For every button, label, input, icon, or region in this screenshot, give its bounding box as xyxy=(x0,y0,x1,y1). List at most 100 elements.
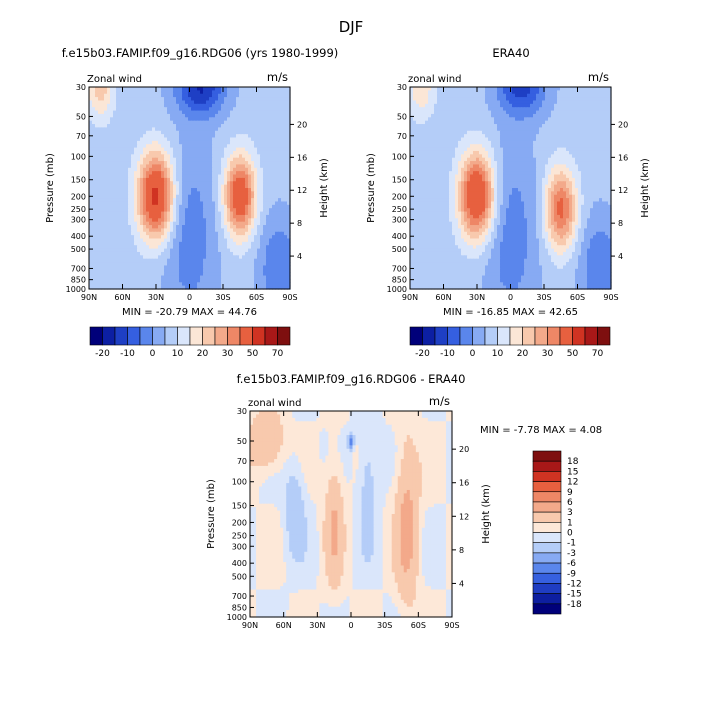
field-cell xyxy=(212,167,216,172)
field-cell xyxy=(146,154,150,159)
field-cell xyxy=(218,191,222,196)
field-cell xyxy=(203,221,207,226)
field-cell xyxy=(545,87,549,91)
field-cell xyxy=(206,184,210,189)
field-cell xyxy=(137,262,141,267)
field-cell xyxy=(254,110,258,115)
field-cell xyxy=(101,113,105,118)
field-cell xyxy=(239,137,243,142)
field-cell xyxy=(197,147,201,152)
field-cell xyxy=(179,214,183,219)
field-cell xyxy=(242,150,246,155)
field-cell xyxy=(134,113,138,118)
field-cell xyxy=(149,150,153,155)
field-cell xyxy=(236,110,240,115)
field-cell xyxy=(212,147,216,152)
field-cell xyxy=(113,278,117,283)
field-cell xyxy=(164,120,168,125)
field-cell xyxy=(284,251,288,256)
field-cell xyxy=(212,137,216,142)
field-cell xyxy=(509,107,513,112)
field-cell xyxy=(125,110,129,115)
field-cell xyxy=(476,107,480,112)
field-cell xyxy=(185,154,189,159)
field-cell xyxy=(155,97,159,102)
field-cell xyxy=(263,188,267,192)
field-cell xyxy=(116,120,120,125)
field-cell xyxy=(212,245,216,250)
field-cell xyxy=(194,107,198,112)
field-cell xyxy=(119,218,123,223)
field-cell xyxy=(164,251,168,256)
field-cell xyxy=(536,100,540,105)
field-cell xyxy=(104,154,108,159)
field-cell xyxy=(254,278,258,283)
field-cell xyxy=(215,194,219,199)
field-cell xyxy=(194,150,198,155)
field-cell xyxy=(191,262,195,267)
field-cell xyxy=(182,87,186,91)
field-cell xyxy=(98,211,102,216)
field-cell xyxy=(242,120,246,125)
field-cell xyxy=(194,164,198,169)
field-cell xyxy=(269,171,273,176)
field-cell xyxy=(266,97,270,102)
field-cell xyxy=(89,147,93,152)
field-cell xyxy=(245,167,249,172)
field-cell xyxy=(95,164,99,169)
field-cell xyxy=(230,201,234,206)
field-cell xyxy=(140,278,144,283)
field-cell xyxy=(161,272,165,277)
field-cell xyxy=(230,134,234,139)
height-axis-label: Height (km) xyxy=(319,158,330,218)
field-cell xyxy=(227,167,231,172)
field-cell xyxy=(155,235,159,240)
field-cell xyxy=(257,124,261,128)
field-cell xyxy=(245,258,249,263)
field-cell xyxy=(233,93,237,98)
field-cell xyxy=(233,140,237,145)
field-cell xyxy=(92,100,96,105)
field-cell xyxy=(89,231,93,236)
field-cell xyxy=(146,214,150,219)
field-cell xyxy=(188,117,192,122)
field-cell xyxy=(485,103,489,108)
field-cell xyxy=(218,188,222,192)
field-cell xyxy=(161,211,165,216)
field-cell xyxy=(212,144,216,149)
field-cell xyxy=(281,140,285,145)
field-cell xyxy=(260,221,264,226)
field-cell xyxy=(491,100,495,105)
field-cell xyxy=(200,225,204,229)
field-cell xyxy=(143,235,147,240)
field-cell xyxy=(284,127,288,132)
field-cell xyxy=(272,198,276,203)
field-cell xyxy=(203,140,207,145)
field-cell xyxy=(107,120,111,125)
field-cell xyxy=(257,188,261,192)
field-cell xyxy=(212,255,216,260)
field-cell xyxy=(209,171,213,176)
field-cell xyxy=(188,235,192,240)
field-cell xyxy=(200,241,204,246)
field-cell xyxy=(98,204,102,209)
field-cell xyxy=(257,265,261,270)
field-cell xyxy=(209,204,213,209)
field-cell xyxy=(170,103,174,108)
field-cell xyxy=(230,188,234,192)
field-cell xyxy=(227,201,231,206)
x-tick-label: 30S xyxy=(215,293,230,302)
field-cell xyxy=(176,188,180,192)
field-cell xyxy=(191,184,195,189)
field-cell xyxy=(278,134,282,139)
field-cell xyxy=(116,134,120,139)
field-cell xyxy=(167,218,171,223)
field-cell xyxy=(137,238,141,243)
field-cell xyxy=(530,87,534,91)
field-cell xyxy=(116,124,120,128)
field-cell xyxy=(182,147,186,152)
field-cell xyxy=(140,211,144,216)
field-cell xyxy=(161,113,165,118)
field-cell xyxy=(170,137,174,142)
field-cell xyxy=(101,221,105,226)
